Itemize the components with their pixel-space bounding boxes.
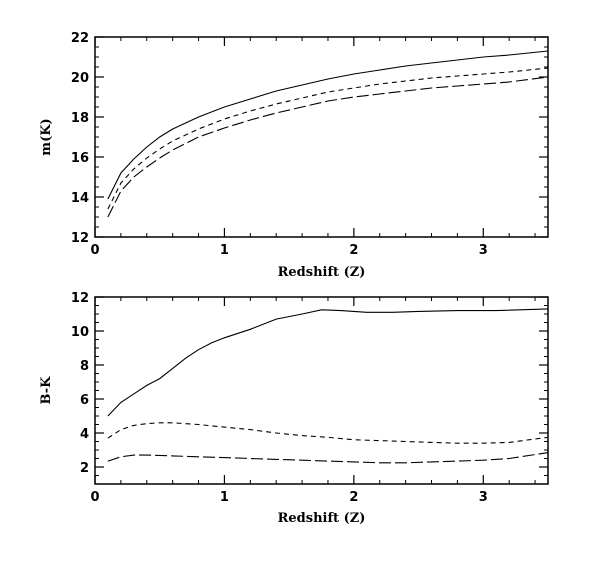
series-line-short-dashed <box>107 422 549 444</box>
x-tick-label: 2 <box>349 243 358 258</box>
series-line-solid <box>107 308 549 417</box>
y-tick-label: 20 <box>71 71 89 86</box>
x-tick-label: 3 <box>479 243 488 258</box>
x-tick-label: 1 <box>220 490 229 505</box>
x-tick-label: 3 <box>479 490 488 505</box>
x-tick-label: 2 <box>349 490 358 505</box>
y-tick-label: 6 <box>80 393 89 408</box>
y-tick-label: 8 <box>80 359 89 374</box>
y-axis-title: B-K <box>39 376 54 405</box>
x-axis-title: Redshift (Z) <box>278 265 366 280</box>
series-line-solid <box>107 50 549 200</box>
y-tick-label: 14 <box>71 191 89 206</box>
y-tick-label: 12 <box>71 231 89 246</box>
x-axis-title: Redshift (Z) <box>278 511 366 526</box>
y-tick-label: 4 <box>80 427 89 442</box>
y-tick-label: 22 <box>71 31 89 46</box>
x-tick-label: 0 <box>90 243 99 258</box>
x-tick-label: 0 <box>90 490 99 505</box>
y-tick-label: 18 <box>71 111 89 126</box>
y-tick-label: 12 <box>71 291 89 306</box>
y-axis-title: m(K) <box>39 118 54 155</box>
series-line-long-dashed <box>107 452 549 464</box>
x-tick-label: 1 <box>220 243 229 258</box>
plot-frame <box>94 36 549 238</box>
y-tick-label: 16 <box>71 151 89 166</box>
series-line-long-dashed <box>107 76 549 218</box>
y-tick-label: 10 <box>71 325 89 340</box>
series-line-short-dashed <box>107 67 549 210</box>
y-tick-label: 2 <box>80 461 89 476</box>
